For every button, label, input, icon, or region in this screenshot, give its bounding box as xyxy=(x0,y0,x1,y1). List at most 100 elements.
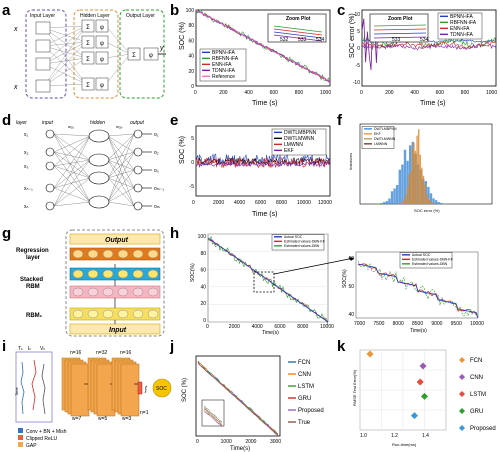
d-input-label: xₙ₋₁ xyxy=(24,186,33,192)
b-x-tick: 200 xyxy=(219,90,228,96)
h-left-xlabel: Time(s) xyxy=(262,330,279,336)
e-x-tick: 8000 xyxy=(276,200,287,206)
b-zoom-tick: 532 xyxy=(280,37,289,43)
h-zoom-arrow xyxy=(273,257,355,275)
h-rx-tick: 9500 xyxy=(451,321,462,327)
d-output-label: o₂ xyxy=(154,150,159,156)
j-inset-series xyxy=(203,409,223,427)
f-bar-orange xyxy=(414,150,417,204)
f-bar-blue xyxy=(393,188,396,204)
b-y-tick: 60 xyxy=(188,38,194,44)
i-soc-node xyxy=(152,378,172,398)
i-conv-block xyxy=(120,363,140,417)
f-bar-blue xyxy=(385,201,388,204)
panel-letter-b: b xyxy=(170,2,180,19)
d-edge xyxy=(53,165,91,203)
e-xlabel: Time (s) xyxy=(252,211,277,218)
g-unit xyxy=(147,309,159,319)
f-bar-orange xyxy=(424,184,426,204)
h-ly-tick: 20 xyxy=(200,301,206,307)
d-edge xyxy=(53,135,91,189)
a-hidden-layer: Hidden Layer xyxy=(80,13,110,19)
j-legend-label: GRU xyxy=(298,396,311,402)
g-unit xyxy=(132,287,144,297)
j-ylabel: SOC (%) xyxy=(182,378,188,402)
panel-k-svg: FCN CNN LSTM GRU Proposed RMSE Test Error(%)… xyxy=(352,349,496,447)
svg-text:φ: φ xyxy=(100,57,104,63)
f-bar-blue xyxy=(432,198,435,204)
panel-d-svg: layer input hidden output x₁ x₂ x₃ xₙ₋₁ xₙ o₁… xyxy=(16,120,165,211)
f-bar-orange xyxy=(405,194,407,204)
d-output: output xyxy=(130,120,145,126)
b-zoom-line xyxy=(273,25,323,33)
d-output-label: oₘ₋₁ xyxy=(154,186,165,192)
e-legend-label: DWTLMBPNN xyxy=(284,130,317,136)
d-edge xyxy=(107,133,135,137)
d-hidden-node xyxy=(88,153,110,167)
k-point-Proposed xyxy=(410,412,418,420)
j-x-tick: 1000 xyxy=(221,439,232,445)
d-edge xyxy=(107,133,135,161)
i-n32: n=32 xyxy=(96,350,107,356)
d-input-node xyxy=(45,201,55,211)
d-edge xyxy=(53,159,91,167)
h-ly-tick: 40 xyxy=(200,284,206,290)
g-unit xyxy=(132,309,144,319)
k-legend-label: LSTM xyxy=(470,392,486,398)
c-zoom-line xyxy=(373,24,427,27)
g-unit xyxy=(147,287,159,297)
f-bar-orange xyxy=(427,198,429,204)
b-zoom-tick: 533 xyxy=(298,37,307,43)
b-y-tick: 0 xyxy=(191,84,194,90)
f-bar-orange xyxy=(408,174,410,204)
h-zoom-region xyxy=(253,271,275,293)
svg-text:Σ: Σ xyxy=(86,25,90,31)
svg-text:φ: φ xyxy=(149,53,153,59)
e-x-tick: 0 xyxy=(192,200,195,206)
h-lx-tick: 6000 xyxy=(274,324,285,330)
j-inset-series xyxy=(203,406,223,423)
f-bar-blue xyxy=(406,160,409,204)
g-rbm1: RBM₁ xyxy=(26,313,43,319)
g-input: Input xyxy=(109,327,127,334)
j-legend-label: True xyxy=(298,420,311,426)
b-y-tick: 100 xyxy=(186,8,195,14)
d-input-label: x₁ xyxy=(24,132,29,138)
c-x-tick: 800 xyxy=(461,90,470,96)
c-x-tick: 400 xyxy=(410,90,419,96)
k-xlabel: Run-time(ms) xyxy=(392,442,417,447)
h-right-ylabel: SOC(%) xyxy=(342,269,348,288)
b-zoom-line xyxy=(273,31,323,39)
k-point-FCN xyxy=(366,350,374,358)
e-x-tick: 12000 xyxy=(318,200,332,206)
i-integral: ∫ xyxy=(144,386,148,393)
i-n1: n=1 xyxy=(140,410,149,416)
j-legend-label: Proposed xyxy=(298,408,324,414)
e-series-0 xyxy=(195,153,331,166)
g-unit xyxy=(102,287,114,297)
panel-letter-k: k xyxy=(337,338,346,355)
k-legend-label: Proposed xyxy=(470,426,496,432)
h-rx-tick: 8500 xyxy=(412,321,423,327)
d-output-label: oₘ xyxy=(154,204,160,210)
b-x-tick: 1000 xyxy=(320,90,331,96)
d-input-node xyxy=(45,129,55,139)
svg-text:φ: φ xyxy=(100,41,104,47)
j-inset-series xyxy=(203,407,223,425)
h-rx-tick: 7500 xyxy=(373,321,384,327)
e-series-2 xyxy=(195,156,331,169)
h-rx-tick: 9000 xyxy=(431,321,442,327)
i-legend-label: GAP xyxy=(26,443,37,449)
c-zoom-line xyxy=(373,32,427,35)
g-output: Output xyxy=(105,237,129,244)
f-bar-blue xyxy=(403,149,407,204)
f-bar-orange xyxy=(410,171,412,204)
c-y-tick: -5 xyxy=(356,63,361,69)
panel-letter-c: c xyxy=(337,2,346,19)
c-zoom-line xyxy=(373,36,427,39)
g-rbm: RBM xyxy=(26,284,40,290)
b-x-tick: 0 xyxy=(194,90,197,96)
e-x-tick: 2000 xyxy=(213,200,224,206)
g-unit xyxy=(147,249,159,259)
panel-letter-j: j xyxy=(170,338,175,355)
